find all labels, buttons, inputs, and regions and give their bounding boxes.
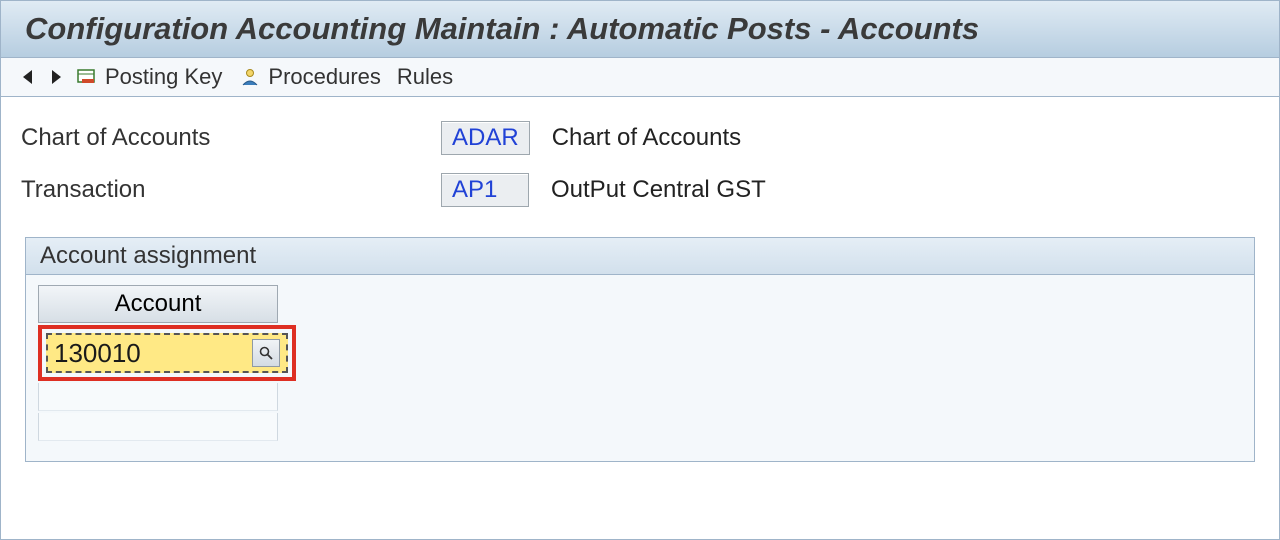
table-row[interactable] bbox=[38, 383, 278, 411]
highlighted-cell: 130010 bbox=[38, 325, 296, 381]
app-window: Configuration Accounting Maintain : Auto… bbox=[0, 0, 1280, 540]
table-row[interactable] bbox=[38, 413, 278, 441]
section-title: Account assignment bbox=[26, 238, 1254, 275]
search-help-button[interactable] bbox=[252, 339, 280, 367]
transaction-label: Transaction bbox=[21, 176, 441, 204]
account-value: 130010 bbox=[54, 338, 252, 369]
account-table: Account 130010 bbox=[26, 275, 1254, 461]
toolbar: Posting Key Procedures Rules bbox=[1, 58, 1279, 97]
page-title: Configuration Accounting Maintain : Auto… bbox=[25, 11, 979, 46]
next-icon[interactable] bbox=[45, 65, 69, 89]
chart-of-accounts-code: ADAR bbox=[441, 121, 530, 155]
account-input-cell[interactable]: 130010 bbox=[46, 333, 288, 373]
chart-of-accounts-row: Chart of Accounts ADAR Chart of Accounts bbox=[21, 121, 1259, 155]
account-column-header: Account bbox=[38, 285, 278, 323]
transaction-code: AP1 bbox=[441, 173, 529, 207]
content-area: Chart of Accounts ADAR Chart of Accounts… bbox=[1, 97, 1279, 462]
rules-button[interactable]: Rules bbox=[397, 64, 453, 90]
chart-of-accounts-desc: Chart of Accounts bbox=[552, 124, 741, 152]
transaction-desc: OutPut Central GST bbox=[551, 176, 766, 204]
account-assignment-section: Account assignment Account 130010 bbox=[25, 237, 1255, 462]
posting-key-button[interactable]: Posting Key bbox=[105, 64, 222, 90]
title-bar: Configuration Accounting Maintain : Auto… bbox=[1, 1, 1279, 58]
procedures-icon[interactable] bbox=[238, 65, 262, 89]
posting-key-icon[interactable] bbox=[75, 65, 99, 89]
procedures-button[interactable]: Procedures bbox=[268, 64, 381, 90]
transaction-row: Transaction AP1 OutPut Central GST bbox=[21, 173, 1259, 207]
prev-icon[interactable] bbox=[15, 65, 39, 89]
chart-of-accounts-label: Chart of Accounts bbox=[21, 124, 441, 152]
